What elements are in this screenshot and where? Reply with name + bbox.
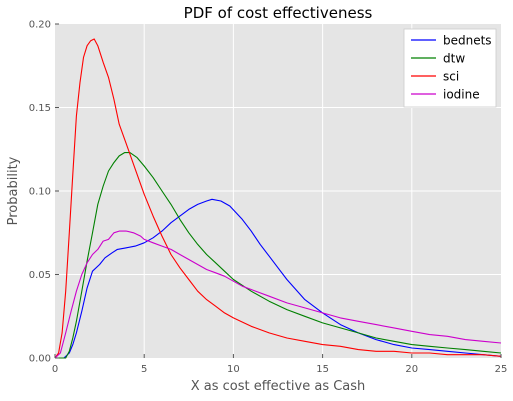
x-tick-label: 5 (141, 364, 147, 375)
y-axis-label: Probability (6, 156, 21, 225)
y-tick-label: 0.20 (29, 20, 51, 31)
chart-title: PDF of cost effectiveness (184, 4, 373, 22)
legend-label-sci: sci (443, 70, 459, 84)
legend-label-bednets: bednets (443, 34, 492, 48)
y-tick-label: 0.10 (29, 187, 51, 198)
y-tick-label: 0.05 (29, 270, 51, 281)
x-tick-label: 25 (495, 364, 508, 375)
axis-ticks: 0 5 10 15 20 25 0.00 0.05 0.10 0.15 0.20 (29, 20, 508, 376)
y-tick-label: 0.15 (29, 103, 51, 114)
series-line-iodine (54, 230, 502, 359)
x-axis-label: X as cost effective as Cash (191, 379, 366, 394)
x-tick-label: 10 (227, 364, 240, 375)
x-tick-label: 0 (52, 364, 58, 375)
legend: bednets dtw sci iodine (403, 28, 497, 108)
legend-label-dtw: dtw (443, 52, 465, 66)
x-tick-label: 15 (316, 364, 329, 375)
y-tick-label: 0.00 (29, 354, 51, 365)
x-tick-label: 20 (405, 364, 418, 375)
legend-label-iodine: iodine (443, 88, 480, 102)
series-line-bednets (55, 198, 502, 359)
series-layer (54, 38, 502, 359)
series-line-sci (54, 38, 502, 359)
series-line-dtw (55, 152, 502, 359)
